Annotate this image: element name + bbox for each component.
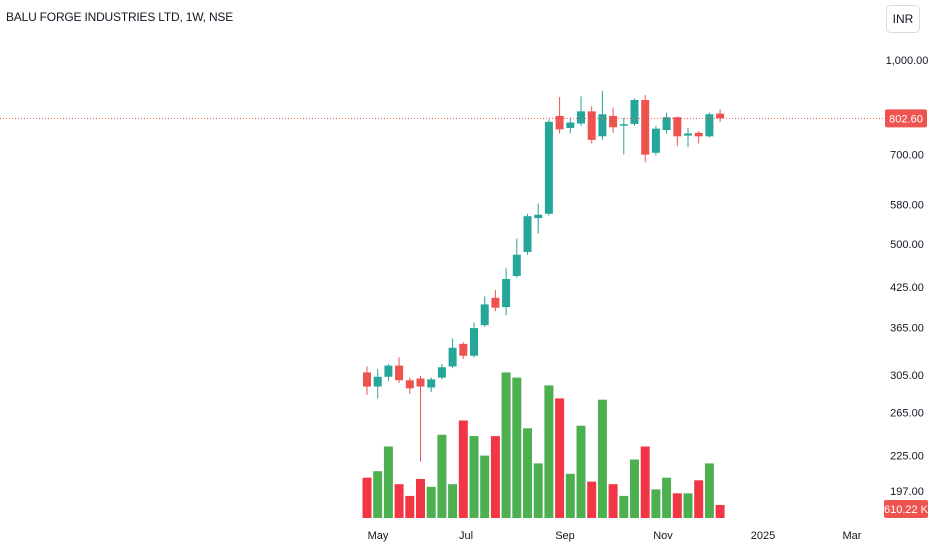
candle-body bbox=[662, 117, 671, 131]
volume-bar bbox=[480, 455, 490, 518]
candle-body bbox=[373, 376, 382, 387]
candle-body bbox=[459, 343, 468, 356]
candle-body bbox=[470, 328, 478, 356]
volume-bar bbox=[651, 489, 661, 518]
volume-bar bbox=[704, 463, 714, 518]
candle-body bbox=[480, 304, 489, 326]
candle-layer bbox=[363, 90, 725, 462]
volume-bar bbox=[362, 477, 372, 518]
candle-body bbox=[534, 214, 543, 219]
candle-body bbox=[598, 114, 607, 137]
candle-body bbox=[416, 378, 425, 387]
price-tick-label: 1,000.00 bbox=[886, 55, 929, 67]
candle-body bbox=[630, 100, 639, 124]
last-volume-label-bg bbox=[884, 500, 928, 518]
price-tick-label: 580.00 bbox=[890, 200, 924, 212]
volume-bar bbox=[694, 480, 704, 518]
volume-bar bbox=[533, 463, 543, 518]
volume-bar bbox=[597, 399, 607, 518]
chart-title: BALU FORGE INDUSTRIES LTD, 1W, NSE bbox=[6, 10, 234, 24]
candle-body bbox=[694, 132, 703, 137]
volume-bar bbox=[426, 486, 436, 518]
volume-bar bbox=[565, 473, 575, 518]
price-tick-label: 225.00 bbox=[890, 451, 924, 463]
candle-body bbox=[491, 297, 500, 308]
time-tick-label: Jul bbox=[459, 530, 473, 542]
volume-bar bbox=[576, 425, 586, 518]
last-price-label: 802.60 bbox=[889, 113, 923, 125]
volume-bar bbox=[555, 398, 565, 518]
volume-bar bbox=[458, 420, 468, 518]
volume-bar bbox=[683, 493, 693, 518]
volume-bar bbox=[512, 377, 522, 518]
candle-body bbox=[512, 254, 521, 276]
price-tick-label: 500.00 bbox=[890, 239, 924, 251]
volume-bar bbox=[490, 436, 500, 518]
candle-body bbox=[609, 115, 618, 128]
candle-body bbox=[395, 365, 404, 381]
candle-body bbox=[544, 121, 553, 214]
volume-bar bbox=[437, 434, 447, 518]
volume-bar bbox=[672, 493, 682, 518]
volume-bar bbox=[587, 481, 597, 518]
volume-layer bbox=[362, 372, 725, 518]
volume-bar bbox=[416, 479, 425, 518]
volume-bar bbox=[608, 484, 618, 518]
time-tick-label: 2025 bbox=[751, 530, 775, 542]
currency-button[interactable]: INR bbox=[886, 5, 920, 33]
volume-bar bbox=[469, 436, 479, 518]
price-tick-label: 365.00 bbox=[890, 322, 924, 334]
candle-body bbox=[641, 100, 650, 155]
time-tick-label: May bbox=[368, 530, 389, 542]
candle-body bbox=[502, 278, 511, 308]
volume-bar bbox=[501, 372, 511, 518]
price-tick-label: 425.00 bbox=[890, 282, 924, 294]
volume-bar bbox=[630, 459, 639, 518]
last-volume-label: 610.22 K bbox=[884, 504, 929, 516]
axis-layer: 1,000.00 700.00 580.00 500.00 425.00 365.00 30… bbox=[368, 55, 929, 542]
price-tick-label: 197.00 bbox=[890, 486, 924, 498]
volume-bar bbox=[405, 495, 415, 518]
candle-body bbox=[566, 122, 575, 128]
candle-body bbox=[555, 115, 564, 130]
candle-body bbox=[684, 133, 692, 136]
price-tick-label: 265.00 bbox=[890, 407, 924, 419]
candle-body bbox=[673, 117, 682, 137]
candle-body bbox=[577, 111, 585, 124]
volume-bar bbox=[383, 446, 393, 518]
candle-body bbox=[619, 124, 628, 126]
price-tick-label: 700.00 bbox=[890, 150, 924, 162]
volume-bar bbox=[662, 477, 672, 518]
candle-body bbox=[405, 380, 414, 389]
time-tick-label: Nov bbox=[653, 530, 673, 542]
last-price-label-bg bbox=[885, 109, 927, 128]
time-tick-label: Sep bbox=[555, 530, 575, 542]
candle-body bbox=[384, 365, 393, 377]
candle-body bbox=[716, 113, 725, 119]
time-tick-label: Mar bbox=[843, 530, 862, 542]
volume-bar bbox=[640, 446, 650, 518]
candle-body bbox=[523, 216, 532, 252]
volume-bar bbox=[523, 428, 532, 518]
candle-body bbox=[587, 111, 596, 140]
price-tick-label: 305.00 bbox=[890, 370, 924, 382]
candle-body bbox=[651, 128, 660, 153]
volume-bar bbox=[619, 495, 629, 518]
volume-bar bbox=[544, 385, 554, 518]
volume-bar bbox=[715, 505, 725, 518]
candle-body bbox=[427, 379, 436, 388]
volume-bar bbox=[394, 484, 404, 518]
candle-body bbox=[448, 347, 457, 367]
volume-bar bbox=[448, 484, 458, 518]
candle-body bbox=[705, 114, 714, 137]
volume-bar bbox=[373, 471, 383, 518]
candle-body bbox=[437, 367, 446, 378]
candle-body bbox=[363, 372, 371, 387]
